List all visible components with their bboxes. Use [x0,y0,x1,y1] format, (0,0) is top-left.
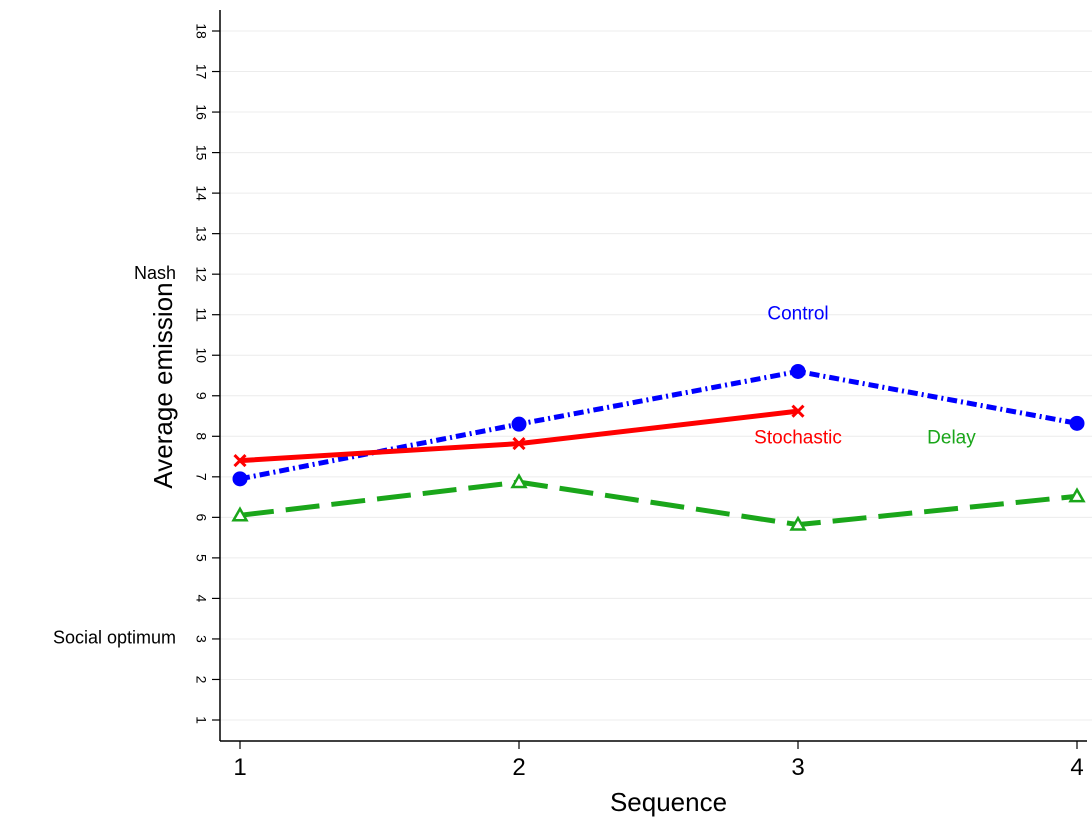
y-tick-label: 6 [193,513,209,521]
data-point [232,471,248,487]
y-tick-label: 17 [193,64,209,80]
data-point [512,437,526,451]
series-delay: Delay [231,427,1086,531]
y-tick-label: 8 [193,432,209,440]
data-point [231,506,249,522]
data-point [790,363,806,379]
x-tick-label: 2 [512,754,525,781]
reference-labels: Nash Social optimum [53,263,176,648]
x-tick-label: 3 [791,754,804,781]
data-point [791,404,805,418]
y-tick-label: 5 [193,554,209,562]
data-point [789,515,807,531]
series: Control Stochastic Delay [231,304,1086,531]
y-tick-label: 4 [193,595,209,603]
y-tick-label: 14 [193,185,209,201]
y-tick-label: 1 [193,716,209,724]
x-tick-label: 4 [1070,754,1083,781]
series-label: Stochastic [754,427,842,448]
y-axis-title: Average emission [148,282,178,488]
reference-label: Social optimum [53,628,176,648]
y-tick-label: 11 [193,307,209,322]
series-label: Control [767,304,828,325]
series-stochastic: Stochastic [233,404,842,468]
data-point [1068,487,1086,503]
y-tick-label: 18 [193,23,209,39]
y-tick-label: 16 [193,104,209,120]
data-point [510,473,528,489]
x-ticks: 1 2 3 4 [233,741,1084,781]
series-label: Delay [927,427,976,448]
y-tick-label: 3 [193,635,209,643]
reference-label: Nash [134,263,176,283]
series-control: Control [232,304,1085,487]
y-tick-label: 15 [193,145,209,161]
y-tick-label: 7 [193,473,209,481]
data-point [511,416,527,432]
x-axis-title: Sequence [610,787,727,817]
y-tick-label: 12 [193,266,209,282]
y-tick-label: 10 [193,347,209,363]
y-tick-label: 9 [193,392,209,400]
series-line [239,479,1078,528]
y-tick-label: 2 [193,676,209,684]
data-point [233,454,247,468]
gridlines [220,30,1092,721]
y-tick-label: 13 [193,226,209,242]
data-point [1069,415,1085,431]
x-tick-label: 1 [233,754,246,781]
